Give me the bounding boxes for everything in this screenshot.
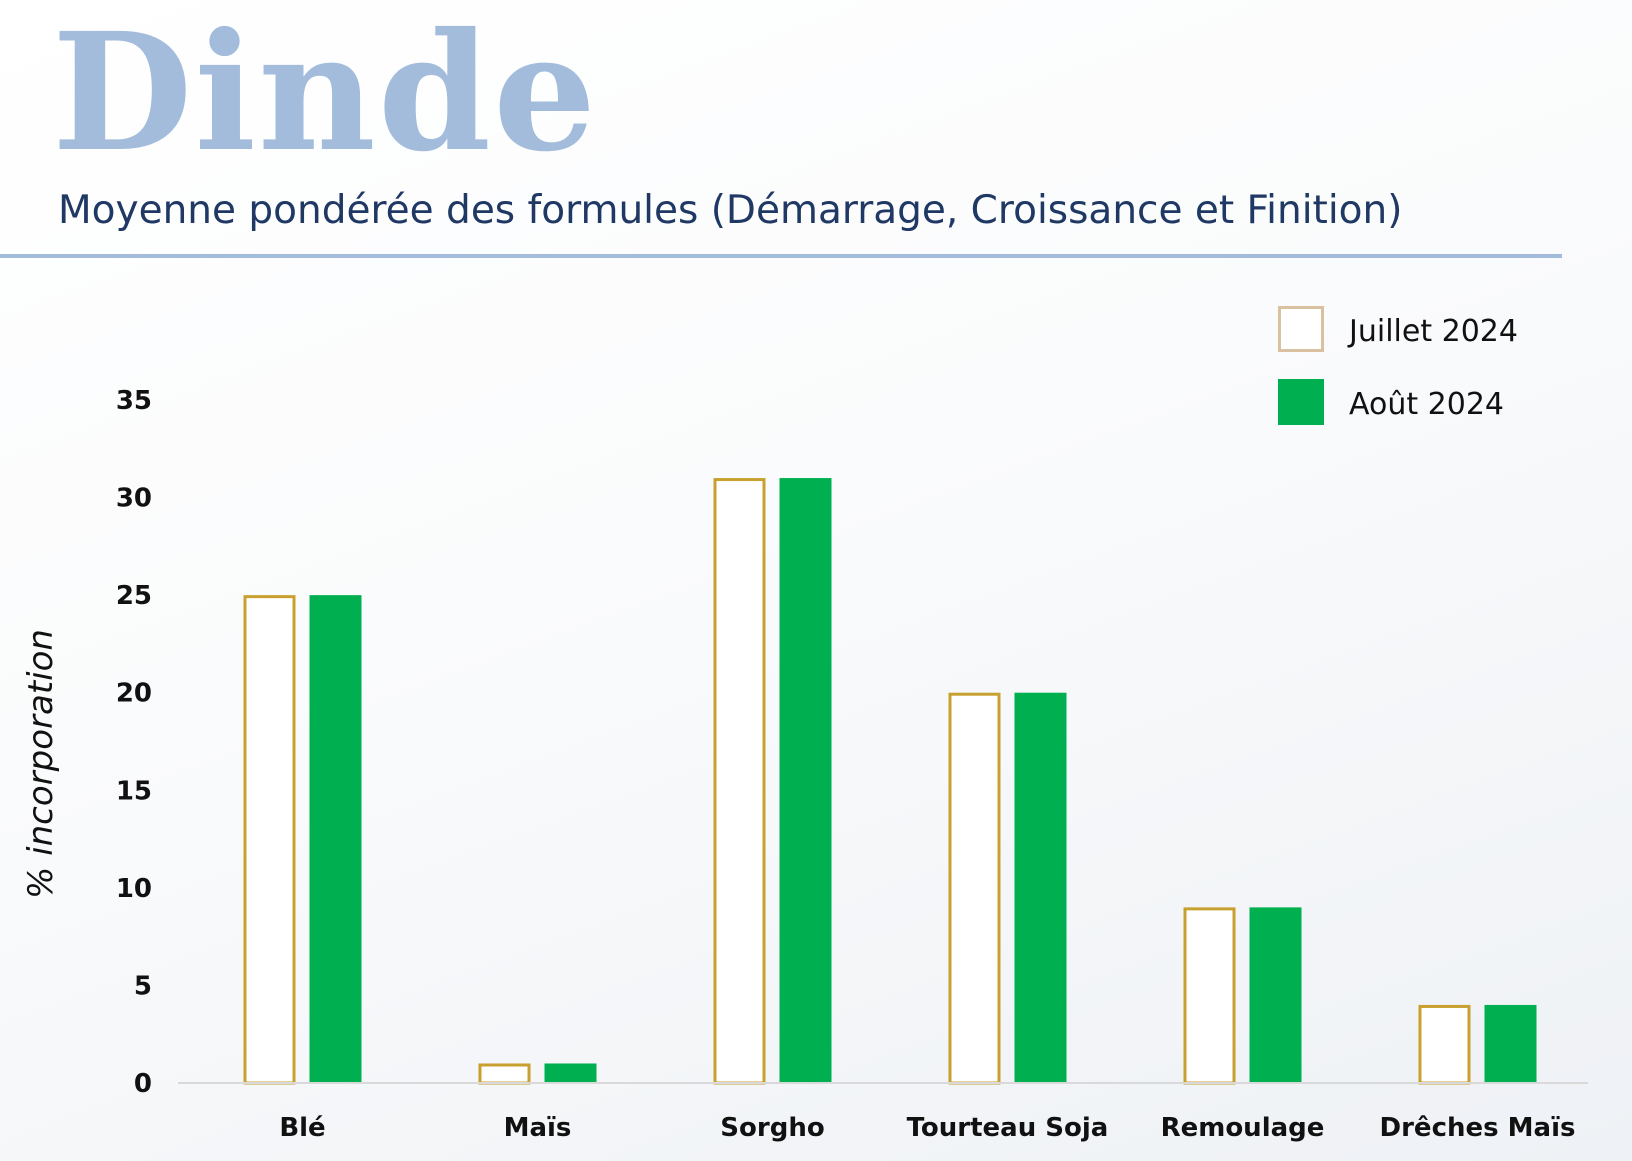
- y-axis-ticks: 0 5 10 15 20 25 30 35: [116, 386, 152, 1099]
- bar-juillet-2024: [1183, 907, 1236, 1085]
- x-category-label: Sorgho: [720, 1113, 824, 1143]
- y-tick-label: 0: [134, 1069, 152, 1099]
- page-subtitle: Moyenne pondérée des formules (Démarrage…: [58, 188, 1403, 233]
- bar-aout-2024: [309, 595, 362, 1083]
- x-category-label: Remoulage: [1161, 1113, 1325, 1143]
- legend-swatch-aout-2024: [1278, 379, 1324, 425]
- y-tick-label: 35: [116, 386, 152, 416]
- x-category-label: Drêches Maïs: [1380, 1113, 1576, 1143]
- header-divider: [0, 254, 1562, 258]
- legend-swatch-juillet-2024: [1278, 306, 1324, 352]
- y-tick-label: 15: [116, 776, 152, 806]
- x-category-label: Tourteau Soja: [907, 1113, 1109, 1143]
- bars: [243, 478, 1537, 1085]
- bar-juillet-2024: [1418, 1004, 1471, 1085]
- bar-juillet-2024: [948, 692, 1001, 1085]
- y-tick-label: 30: [116, 484, 152, 514]
- bar-aout-2024: [779, 478, 832, 1083]
- category-labels: Blé Maïs Sorgho Tourteau Soja Remoulage Drêch…: [279, 1113, 1575, 1143]
- legend-label: Août 2024: [1349, 387, 1504, 422]
- bar-aout-2024: [1014, 692, 1067, 1083]
- bar-juillet-2024: [713, 478, 766, 1085]
- bar-aout-2024: [1249, 907, 1302, 1083]
- bar-juillet-2024: [243, 595, 296, 1085]
- bar-aout-2024: [1484, 1004, 1537, 1083]
- y-tick-label: 20: [116, 679, 152, 709]
- x-category-label: Blé: [279, 1113, 325, 1143]
- x-category-label: Maïs: [504, 1113, 572, 1143]
- y-tick-label: 25: [116, 581, 152, 611]
- legend: Juillet 2024 Août 2024: [1278, 306, 1518, 425]
- bar-aout-2024: [544, 1063, 597, 1083]
- page-title: Dinde: [52, 0, 599, 188]
- legend-label: Juillet 2024: [1347, 314, 1518, 349]
- y-tick-label: 10: [116, 874, 152, 904]
- y-axis-label: % incorporation: [21, 629, 61, 899]
- y-tick-label: 5: [134, 971, 152, 1001]
- bar-juillet-2024: [478, 1063, 531, 1085]
